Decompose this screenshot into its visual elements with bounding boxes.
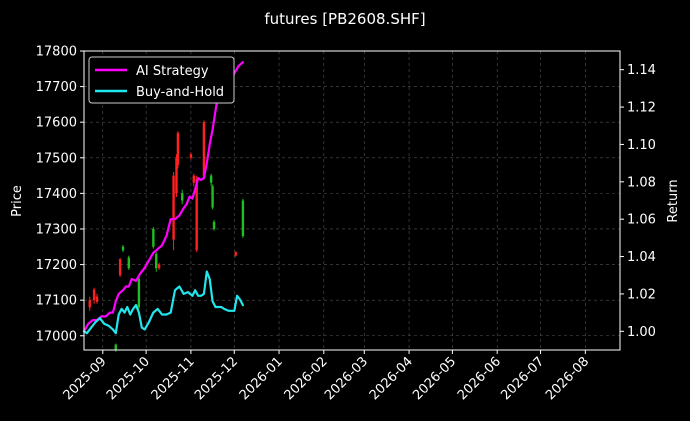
candle [95,293,99,304]
candle [212,220,216,231]
candle-body [88,300,91,308]
y-axis-label-right: Return [666,179,681,222]
candle-body [211,186,214,208]
candle [181,189,184,205]
candle-body [137,278,141,308]
candle [195,175,198,253]
series-line-ai-strategy [82,61,244,333]
candle [202,120,206,180]
right-tick-label: 1.12 [627,101,656,116]
candle-body [181,193,184,201]
candle [209,173,213,187]
candle-body [209,175,213,183]
left-tick-label: 17300 [36,222,77,237]
legend-label-buy-and-hold: Buy-and-Hold [136,85,224,100]
candle-body [157,264,161,269]
legend-label-ai-strategy: AI Strategy [136,64,209,79]
right-tick-label: 1.02 [627,287,656,302]
candle [92,287,96,304]
candle-body [234,252,237,256]
right-axis-ticks: 1.00 1.02 1.04 1.06 1.08 1.10 1.12 1.14 [620,63,656,340]
candle-body [212,221,216,229]
left-tick-label: 17400 [36,187,77,202]
candle-body [195,179,198,251]
plot-frame [83,50,621,351]
candle-body [176,132,180,165]
candle-body [95,296,99,302]
candle-body [121,246,125,251]
candle-body [172,175,175,240]
left-tick-label: 17800 [36,45,77,60]
candle [189,152,193,160]
right-tick-label: 1.10 [627,138,656,153]
candle [88,296,91,311]
right-tick-label: 1.00 [627,325,656,340]
candle [234,251,237,257]
right-tick-label: 1.06 [627,213,656,228]
candle [118,258,122,278]
candles-layer [88,120,245,352]
right-tick-label: 1.04 [627,250,656,265]
candle-body [152,228,155,247]
candle-body [189,154,193,158]
left-tick-label: 17700 [36,80,77,95]
left-tick-label: 17500 [36,151,77,166]
candle [155,252,158,272]
legend: AI Strategy Buy-and-Hold [88,56,235,104]
left-tick-label: 17200 [36,258,77,273]
left-tick-label: 17000 [36,329,77,344]
candle-body [114,344,117,350]
right-tick-label: 1.14 [627,63,656,78]
candle-body [118,259,122,276]
candle [121,244,125,253]
right-tick-label: 1.08 [627,175,656,190]
candle-body [127,257,130,269]
y-axis-label-left: Price [10,185,25,217]
candle [127,255,130,270]
left-tick-label: 17100 [36,294,77,309]
candle-body [175,157,178,194]
candle-body [192,175,196,183]
series-line-buy-and-hold [82,270,244,335]
candle [137,275,141,310]
candle-body [155,253,158,269]
candle [192,173,196,187]
candle [172,172,175,251]
candle [241,198,245,238]
candle [157,262,161,270]
candle [175,154,178,197]
candle-body [241,200,245,237]
chart-title: futures [PB2608.SHF] [264,10,425,28]
candle-body [202,122,206,176]
candle [152,227,155,249]
left-tick-label: 17600 [36,116,77,131]
candle-body [92,289,96,301]
series-layer [82,61,244,335]
candle [211,184,214,210]
candle [176,131,180,169]
left-axis-ticks: 17000 17100 17200 17300 17400 17500 17600 17700… [36,45,84,344]
